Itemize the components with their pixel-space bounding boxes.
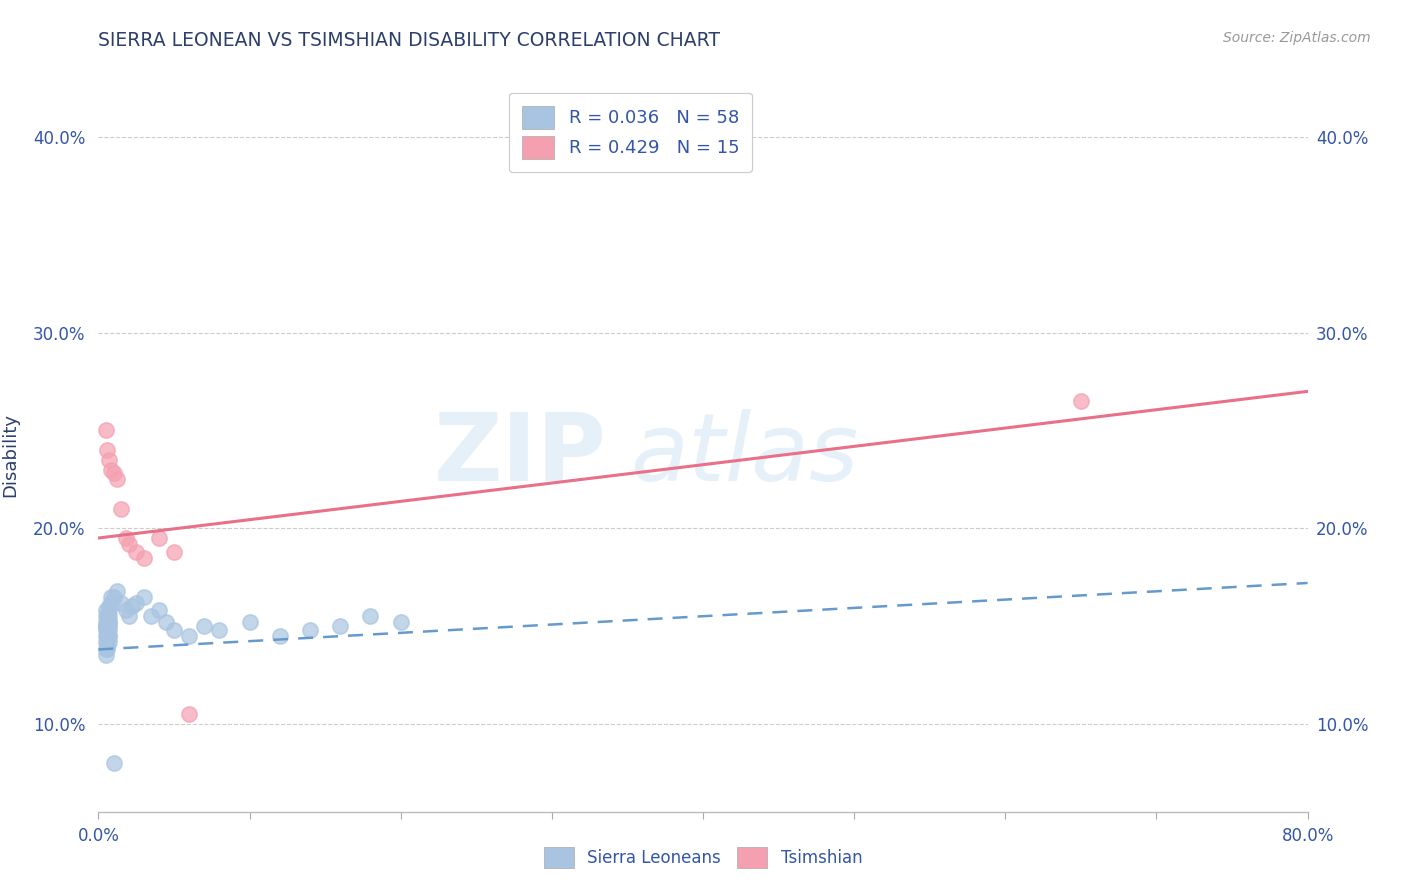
Point — [299, 623, 322, 637]
Point — [103, 756, 125, 770]
Point — [179, 706, 201, 721]
Point — [94, 623, 117, 637]
Point — [96, 639, 118, 653]
Point — [141, 609, 163, 624]
Point — [132, 550, 155, 565]
Point — [98, 599, 121, 614]
Point — [94, 642, 117, 657]
Point — [1070, 394, 1092, 409]
Point — [96, 609, 118, 624]
Point — [148, 531, 170, 545]
Text: atlas: atlas — [630, 409, 859, 500]
Point — [360, 609, 382, 624]
Point — [118, 537, 141, 551]
Point — [110, 501, 132, 516]
Point — [98, 619, 121, 633]
Point — [96, 629, 118, 643]
Point — [105, 583, 128, 598]
Point — [96, 623, 118, 637]
Text: ZIP: ZIP — [433, 409, 606, 501]
Point — [132, 590, 155, 604]
Point — [110, 595, 132, 609]
Point — [96, 629, 118, 643]
Point — [96, 629, 118, 643]
Point — [105, 472, 128, 486]
Point — [98, 452, 121, 467]
Point — [179, 629, 201, 643]
Point — [148, 603, 170, 617]
Point — [100, 590, 122, 604]
Point — [114, 603, 136, 617]
Point — [96, 609, 118, 624]
Point — [96, 642, 118, 657]
Text: Source: ZipAtlas.com: Source: ZipAtlas.com — [1223, 31, 1371, 45]
Point — [94, 619, 117, 633]
Legend: R = 0.036   N = 58, R = 0.429   N = 15: R = 0.036 N = 58, R = 0.429 N = 15 — [509, 93, 752, 172]
Point — [98, 609, 121, 624]
Point — [94, 424, 117, 438]
Point — [98, 629, 121, 643]
Point — [98, 615, 121, 629]
Point — [94, 619, 117, 633]
Point — [329, 619, 352, 633]
Point — [125, 544, 148, 558]
Point — [269, 629, 291, 643]
Y-axis label: Disability: Disability — [1, 413, 18, 497]
Point — [94, 603, 117, 617]
Point — [94, 629, 117, 643]
Point — [118, 609, 141, 624]
Legend: Sierra Leoneans, Tsimshian: Sierra Leoneans, Tsimshian — [537, 840, 869, 875]
Point — [114, 531, 136, 545]
Point — [208, 623, 231, 637]
Point — [98, 634, 121, 648]
Point — [100, 462, 122, 476]
Point — [98, 629, 121, 643]
Point — [193, 619, 215, 633]
Point — [94, 615, 117, 629]
Point — [125, 595, 148, 609]
Point — [103, 590, 125, 604]
Point — [389, 615, 412, 629]
Text: SIERRA LEONEAN VS TSIMSHIAN DISABILITY CORRELATION CHART: SIERRA LEONEAN VS TSIMSHIAN DISABILITY C… — [98, 31, 720, 50]
Point — [98, 623, 121, 637]
Point — [96, 623, 118, 637]
Point — [94, 648, 117, 663]
Point — [155, 615, 177, 629]
Point — [96, 443, 118, 458]
Point — [96, 639, 118, 653]
Point — [103, 467, 125, 481]
Point — [121, 599, 143, 614]
Point — [100, 595, 122, 609]
Point — [163, 544, 186, 558]
Point — [163, 623, 186, 637]
Point — [96, 615, 118, 629]
Point — [94, 634, 117, 648]
Point — [96, 609, 118, 624]
Point — [94, 619, 117, 633]
Point — [98, 603, 121, 617]
Point — [94, 609, 117, 624]
Point — [239, 615, 262, 629]
Point — [96, 623, 118, 637]
Point — [98, 615, 121, 629]
